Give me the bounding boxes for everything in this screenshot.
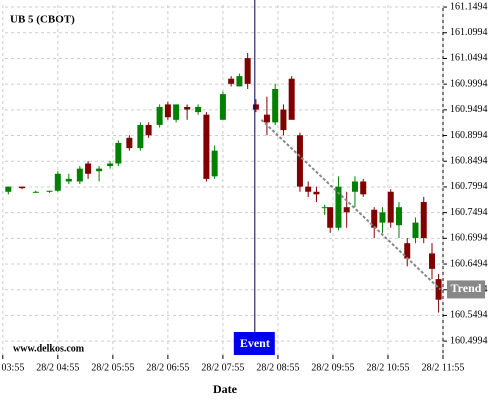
x-tick-label: 28/2 08:55 [256, 362, 299, 373]
y-tick-label: 160.7494 [450, 207, 488, 218]
x-tick-label: 28/2 10:55 [366, 362, 409, 373]
candle-body [173, 104, 180, 120]
source: www.delkos.com [13, 343, 85, 354]
candle-body [387, 191, 394, 223]
y-tick-label: 160.9494 [450, 104, 488, 115]
candle-body [145, 124, 152, 136]
candle-body [46, 190, 53, 192]
candle-body [203, 114, 210, 179]
x-axis-label: Date [213, 382, 238, 396]
candle-body [379, 212, 386, 223]
trend-line [260, 119, 441, 291]
candle-body [236, 76, 243, 87]
x-tick-label: 28/2 03:55 [0, 362, 24, 373]
candle-body [351, 181, 358, 192]
candle-body [335, 186, 342, 228]
x-tick-label: 28/2 05:55 [91, 362, 134, 373]
y-tick-label: 160.4994 [450, 335, 488, 346]
x-tick-label: 28/2 04:55 [36, 362, 79, 373]
candle-body [321, 207, 328, 209]
candle-body [76, 168, 83, 182]
y-tick-label: 160.6494 [450, 258, 488, 269]
candle-body [327, 207, 334, 228]
candle-body [164, 104, 171, 118]
x-tick-label: 28/2 09:55 [311, 362, 354, 373]
candle-body [272, 88, 279, 123]
candle-body [65, 178, 72, 182]
candle-body [252, 104, 259, 110]
candle-body [228, 78, 235, 84]
candle-body [280, 109, 287, 131]
candle-body [195, 106, 202, 113]
candle-body [435, 279, 442, 300]
candle-body [420, 202, 427, 239]
candle-body [115, 142, 122, 164]
candle-body [54, 173, 61, 191]
candle-body [404, 243, 411, 259]
candle-body [244, 58, 251, 84]
y-tick-label: 160.9994 [450, 78, 488, 89]
y-tick-label: 161.0494 [450, 53, 488, 64]
trend-label-box [447, 280, 485, 299]
y-tick-label: 161.1494 [450, 1, 488, 12]
candle-body [219, 94, 226, 120]
candle-body [288, 78, 295, 120]
candle-body [305, 186, 312, 192]
x-tick-label: 28/2 06:55 [146, 362, 189, 373]
candle-body [371, 209, 378, 228]
candle-body [32, 191, 39, 193]
event-label: Event [240, 336, 270, 350]
candle-body [184, 106, 191, 110]
candle-body [126, 137, 133, 149]
y-tick-label: 160.8494 [450, 156, 488, 167]
candle-body [360, 181, 367, 195]
candle-body [156, 106, 163, 125]
candle-body [19, 186, 26, 189]
candle-body [137, 124, 144, 149]
candle-body [107, 163, 114, 167]
y-tick-label: 160.6994 [450, 233, 488, 244]
candle-body [412, 222, 419, 239]
candle-body [313, 191, 320, 195]
x-tick-label: 28/2 11:55 [422, 362, 465, 373]
candle-body [5, 186, 12, 192]
y-tick-label: 160.8994 [450, 130, 488, 141]
candle-body [428, 253, 435, 269]
x-tick-label: 28/2 07:55 [201, 362, 244, 373]
candle-body [211, 150, 218, 177]
chart-title: UB 5 (CBOT) [10, 14, 75, 26]
y-tick-label: 160.7994 [450, 181, 488, 192]
candle-body [263, 114, 270, 123]
candle-body [395, 207, 402, 226]
trend-label: Trend [451, 281, 482, 295]
y-tick-label: 160.5494 [450, 310, 488, 321]
candle-body [96, 168, 103, 172]
candle-body [296, 135, 303, 187]
y-tick-label: 161.0994 [450, 27, 488, 38]
candle-body [85, 163, 92, 174]
candle-body [343, 207, 350, 213]
event-label-box [233, 332, 275, 355]
